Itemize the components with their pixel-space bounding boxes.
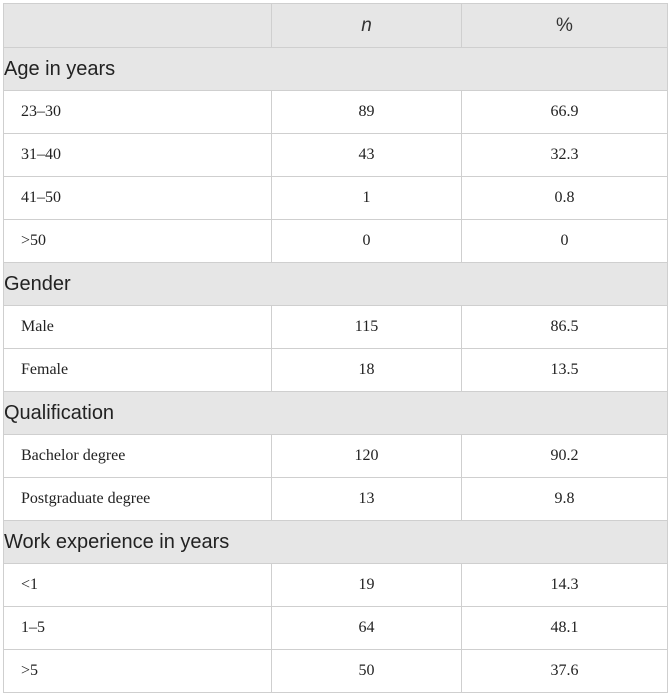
section-work-experience: Work experience in years [3,520,668,564]
table-row: Postgraduate degree 13 9.8 [3,477,668,521]
table-row: 23–30 89 66.9 [3,90,668,134]
table-row: Female 18 13.5 [3,348,668,392]
row-percent: 37.6 [461,649,668,693]
header-percent: % [461,3,668,48]
row-label: >50 [3,219,272,263]
row-percent: 90.2 [461,434,668,478]
row-n: 120 [271,434,462,478]
row-percent: 9.8 [461,477,668,521]
row-percent: 0.8 [461,176,668,220]
row-n: 64 [271,606,462,650]
row-label: <1 [3,563,272,607]
row-percent: 48.1 [461,606,668,650]
table-row: 1–5 64 48.1 [3,606,668,650]
row-label: Male [3,305,272,349]
row-n: 13 [271,477,462,521]
header-n: n [271,3,462,48]
section-title: Work experience in years [3,520,668,564]
section-title: Qualification [3,391,668,435]
section-title: Age in years [3,47,668,91]
table-row: Bachelor degree 120 90.2 [3,434,668,478]
section-age: Age in years [3,47,668,91]
table-row: 31–40 43 32.3 [3,133,668,177]
row-n: 89 [271,90,462,134]
row-label: >5 [3,649,272,693]
row-percent: 86.5 [461,305,668,349]
row-n: 43 [271,133,462,177]
row-label: 23–30 [3,90,272,134]
table-row: <1 19 14.3 [3,563,668,607]
row-label: 1–5 [3,606,272,650]
row-percent: 66.9 [461,90,668,134]
section-title: Gender [3,262,668,306]
section-qualification: Qualification [3,391,668,435]
row-n: 1 [271,176,462,220]
table-header-row: n % [3,3,668,48]
header-blank [3,3,272,48]
row-label: Female [3,348,272,392]
row-label: Bachelor degree [3,434,272,478]
row-percent: 0 [461,219,668,263]
row-n: 18 [271,348,462,392]
table-row: >5 50 37.6 [3,649,668,693]
section-gender: Gender [3,262,668,306]
row-n: 115 [271,305,462,349]
row-label: Postgraduate degree [3,477,272,521]
demographics-table: n % Age in years 23–30 89 66.9 31–40 43 … [3,3,668,693]
table-row: 41–50 1 0.8 [3,176,668,220]
row-n: 50 [271,649,462,693]
row-n: 19 [271,563,462,607]
table-row: >50 0 0 [3,219,668,263]
row-label: 31–40 [3,133,272,177]
row-label: 41–50 [3,176,272,220]
row-n: 0 [271,219,462,263]
row-percent: 32.3 [461,133,668,177]
row-percent: 13.5 [461,348,668,392]
table-row: Male 115 86.5 [3,305,668,349]
row-percent: 14.3 [461,563,668,607]
